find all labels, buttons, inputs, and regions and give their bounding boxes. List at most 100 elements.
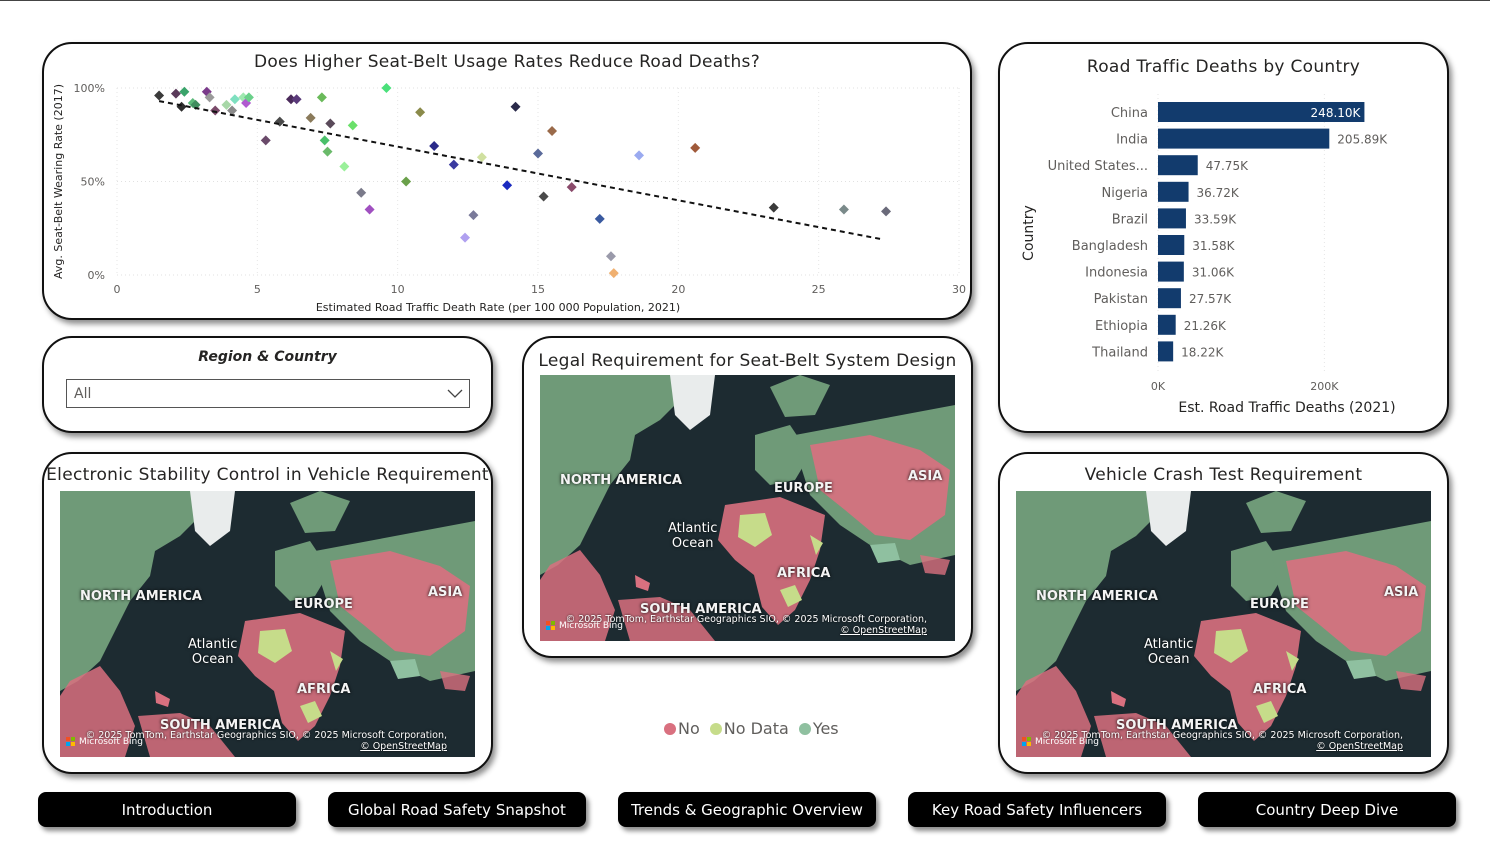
nav-introduction-button[interactable]: Introduction [38,792,296,827]
region-country-slicer: Region & Country All [42,336,493,433]
bar [1158,208,1186,229]
legend-no-swatch [664,723,676,735]
x-axis-label: Estimated Road Traffic Death Rate (per 1… [316,301,680,314]
map-copyright: © 2025 TomTom, Earthstar Geographics SIO… [1041,730,1403,741]
map-terrain [1016,491,1431,757]
scatter-plot[interactable]: 0% 50% 100% 0 5 10 15 20 25 30 Estimated Road Traf… [44,44,970,318]
legend-no: No [664,719,700,738]
nav-country-deep-dive-button[interactable]: Country Deep Dive [1198,792,1456,827]
openstreetmap-link[interactable]: © OpenStreetMap [840,625,927,636]
top-border [0,0,1490,1]
x-tick-label: 15 [531,283,545,296]
nav-influencers-button[interactable]: Key Road Safety Influencers [908,792,1166,827]
bar-category-label: Indonesia [1085,266,1148,281]
scatter-point [429,140,440,151]
bar-chart[interactable]: 0K 200K China 248.10K India 205.89K United Sta… [1000,44,1447,431]
chevron-down-icon [447,389,463,398]
openstreetmap-link[interactable]: © OpenStreetMap [1316,741,1403,752]
legal-map[interactable]: NORTH AMERICA EUROPE ASIA AFRICA SOUTH A… [540,375,955,641]
bar-value-label: 33.59K [1194,212,1237,226]
scatter-point [634,150,645,161]
label-north-america: NORTH AMERICA [80,589,202,604]
bar-category-label: Bangladesh [1072,239,1148,254]
crash-map[interactable]: NORTH AMERICA EUROPE ASIA AFRICA SOUTH A… [1016,491,1431,757]
scatter-point [476,152,487,163]
nav-trends-button[interactable]: Trends & Geographic Overview [618,792,876,827]
scatter-point [468,210,479,221]
scatter-point [291,94,302,105]
scatter-point [594,213,605,224]
esc-map-card: Electronic Stability Control in Vehicle … [42,452,493,774]
bar-value-label: 31.06K [1192,266,1235,280]
bar-chart-card[interactable]: Road Traffic Deaths by Country 0K 200K Chi… [998,42,1449,433]
scatter-point [608,268,619,279]
scatter-point [566,182,577,193]
label-europe: EUROPE [774,481,833,496]
map-terrain [60,491,475,757]
label-europe: EUROPE [1250,597,1309,612]
bar-category-label: Thailand [1091,345,1148,360]
scatter-point [201,86,212,97]
label-asia: ASIA [1384,585,1419,600]
x-tick-label: 30 [952,283,966,296]
bar-value-label: 21.26K [1184,319,1227,333]
label-atlantic-ocean: Atlantic Ocean [668,521,718,551]
bar [1158,181,1189,202]
y-tick-label: 0% [88,269,105,282]
bar-category-label: United States... [1048,159,1148,174]
scatter-point [838,204,849,215]
scatter-point [243,92,254,103]
scatter-point [364,204,375,215]
microsoft-logo-icon [1022,737,1032,747]
x-tick-label: 10 [391,283,405,296]
bar [1158,288,1181,309]
map-copyright: © 2025 TomTom, Earthstar Geographics SIO… [85,730,447,741]
trend-line [158,100,884,241]
bar-category-label: Brazil [1112,212,1148,227]
bar [1158,261,1184,282]
scatter-point [533,148,543,159]
scatter-point [322,146,333,157]
openstreetmap-link[interactable]: © OpenStreetMap [360,741,447,752]
label-africa: AFRICA [1253,682,1307,697]
scatter-point [176,101,187,112]
label-asia: ASIA [428,585,463,600]
x-tick-label: 0 [114,283,121,296]
bar-value-label: 248.10K [1311,106,1362,120]
scatter-point [305,112,316,123]
label-africa: AFRICA [777,566,831,581]
legend-nodata-swatch [709,723,722,735]
x-tick-label: 5 [254,283,261,296]
bar-value-label: 47.75K [1206,159,1249,173]
label-north-america: NORTH AMERICA [1036,589,1158,604]
scatter-point [768,202,779,213]
label-atlantic-ocean: Atlantic Ocean [188,637,238,667]
esc-map-title: Electronic Stability Control in Vehicle … [46,465,489,485]
scatter-point [538,191,549,202]
scatter-point [510,101,521,112]
bar-value-label: 27.57K [1189,292,1232,306]
scatter-point [415,107,426,118]
legend-nodata: No Data [709,719,789,738]
map-copyright: © 2025 TomTom, Earthstar Geographics SIO… [565,614,927,625]
scatter-point [221,99,232,110]
scatter-point [502,180,513,191]
scatter-point [319,135,330,146]
scatter-point [605,251,616,262]
nav-global-snapshot-button[interactable]: Global Road Safety Snapshot [328,792,586,827]
y-tick-label: 50% [81,176,105,189]
label-asia: ASIA [908,469,943,484]
crash-map-title: Vehicle Crash Test Requirement [1084,465,1363,485]
scatter-title: Does Higher Seat-Belt Usage Rates Reduce… [253,52,761,72]
scatter-chart-card[interactable]: Does Higher Seat-Belt Usage Rates Reduce… [42,42,972,320]
esc-map[interactable]: NORTH AMERICA EUROPE ASIA AFRICA SOUTH A… [60,491,475,757]
label-africa: AFRICA [297,682,351,697]
scatter-point [179,86,190,97]
bar-value-label: 18.22K [1181,345,1224,359]
scatter-point [401,176,412,187]
y-axis-label: Avg. Seat-Belt Wearing Rate (2017) [52,84,65,279]
slicer-dropdown[interactable]: All [66,379,470,408]
crash-map-card: Vehicle Crash Test Requirement NORTH AME… [998,452,1449,774]
bar [1158,155,1198,176]
bar-category-label: Nigeria [1101,186,1148,201]
